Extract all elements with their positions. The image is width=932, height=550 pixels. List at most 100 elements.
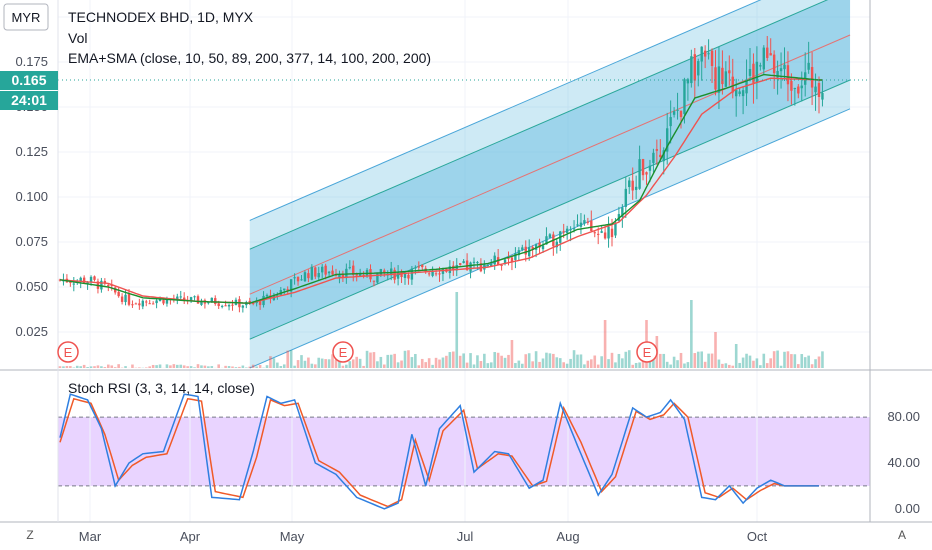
volume-bar [151, 364, 155, 368]
candle-body [414, 267, 417, 269]
volume-bar [810, 364, 814, 368]
volume-bar [327, 359, 331, 368]
channel-edge [249, 0, 829, 250]
candle-body [300, 279, 303, 281]
volume-bar [251, 364, 255, 368]
time-tick-label: Mar [79, 529, 102, 544]
volume-bar [665, 361, 669, 368]
indicator-ema-sma-label[interactable]: EMA+SMA (close, 10, 50, 89, 200, 377, 14… [68, 50, 431, 66]
volume-bar [207, 366, 210, 368]
candle-body [624, 188, 627, 207]
volume-bar [441, 357, 445, 368]
volume-bars [58, 292, 824, 368]
candle-body [503, 259, 507, 264]
earnings-marker-label: E [643, 345, 652, 360]
candle-body [800, 85, 803, 89]
earnings-marker[interactable] [636, 341, 658, 363]
candle-body [176, 296, 179, 301]
candle-body [555, 241, 558, 248]
time-tick-label: Oct [747, 529, 768, 544]
candle-body [286, 289, 289, 291]
volume-bar [386, 354, 390, 368]
timezone-button[interactable]: Z [16, 524, 44, 546]
candle-body [738, 91, 741, 94]
candle-body [821, 93, 824, 100]
volume-bar [210, 366, 214, 368]
candle-body [224, 305, 227, 307]
volume-bar [424, 362, 427, 368]
volume-bar [155, 365, 158, 368]
volume-bar [331, 354, 334, 368]
candle-body [145, 301, 148, 303]
volume-bar [714, 332, 717, 368]
candle-body [572, 228, 576, 230]
candle-body [127, 293, 131, 305]
candle-body [600, 231, 603, 233]
candle-body [358, 273, 362, 277]
candle-body [814, 86, 817, 93]
candle-body [110, 284, 113, 287]
candle-body [659, 154, 662, 158]
volume-bar [745, 353, 748, 368]
volume-bar [272, 358, 276, 368]
volume-bar [679, 352, 683, 368]
candle-body [517, 250, 521, 256]
volume-bar [803, 357, 807, 368]
candle-body [690, 56, 693, 84]
volume-bar [503, 357, 507, 368]
candle-body [597, 233, 600, 235]
stoch-rsi-title[interactable]: Stoch RSI (3, 3, 14, 14, close) [68, 380, 255, 396]
volume-bar [610, 352, 614, 368]
volume-bar [79, 366, 82, 368]
candle-body [248, 300, 251, 304]
candle-body [162, 299, 165, 304]
volume-bar [462, 353, 465, 368]
volume-bar [193, 367, 196, 368]
candle-body [565, 228, 569, 233]
candle-body [514, 253, 517, 260]
volume-bar [348, 361, 352, 368]
candle-body [628, 180, 631, 188]
candle-body [441, 268, 445, 274]
candle-body [427, 273, 431, 275]
volume-bar [562, 362, 565, 368]
candle-body [310, 266, 314, 280]
volume-bar [762, 353, 766, 368]
volume-bar [186, 366, 189, 368]
volume-bar [389, 354, 393, 368]
channel-lower-outer [249, 80, 851, 368]
volume-bar [493, 352, 496, 368]
candle-body [662, 150, 665, 162]
currency-box[interactable] [3, 3, 49, 31]
earnings-marker[interactable] [57, 341, 79, 363]
volume-bar [203, 365, 207, 368]
stoch-rsi-axis: 80.00 40.00 0.00 [887, 409, 920, 516]
earnings-marker-label: E [64, 345, 73, 360]
volume-bar [172, 364, 176, 368]
indicator-vol-label[interactable]: Vol [68, 30, 87, 46]
volume-bar [769, 358, 772, 368]
chart-title: TECHNODEX BHD, 1D, MYX [68, 9, 254, 25]
candle-body [131, 304, 134, 306]
volume-bar [362, 365, 365, 368]
earnings-marker[interactable] [332, 341, 354, 363]
volume-bar [603, 320, 607, 368]
candle-body [672, 111, 676, 115]
candle-body [334, 274, 338, 276]
volume-bar [103, 367, 107, 368]
candle-body [714, 67, 717, 90]
volume-bar [414, 353, 417, 368]
volume-bar [807, 355, 810, 368]
volume-bar [372, 352, 376, 368]
stoch-k-line [59, 393, 819, 510]
volume-bar [738, 362, 741, 368]
price-tick-label: 0.025 [15, 324, 48, 339]
candle-body [793, 88, 797, 90]
candle-body [531, 246, 534, 251]
volume-bar [200, 365, 203, 368]
candle-body [72, 283, 75, 285]
volume-bar [752, 360, 755, 368]
auto-scale-button[interactable]: A [888, 524, 916, 546]
